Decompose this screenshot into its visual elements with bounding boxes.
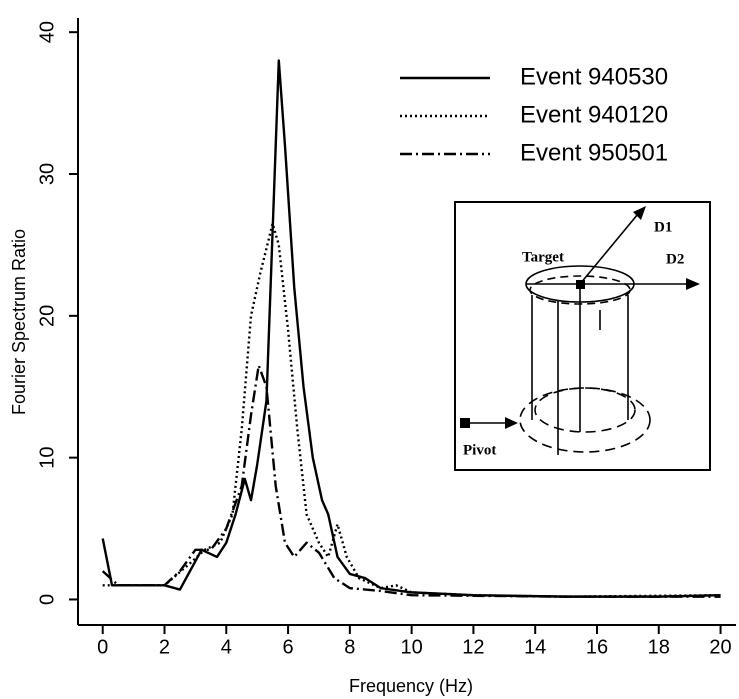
y-tick-label: 10 xyxy=(36,447,58,469)
y-tick-label: 0 xyxy=(36,594,58,605)
x-tick-label: 4 xyxy=(221,636,232,658)
y-tick-label: 30 xyxy=(36,163,58,185)
x-tick-label: 14 xyxy=(524,636,546,658)
x-tick-label: 18 xyxy=(648,636,670,658)
series-line xyxy=(101,364,721,598)
cylinder-base-inner xyxy=(534,387,636,433)
y-axis-label: Fourier Spectrum Ratio xyxy=(9,229,29,415)
x-tick-label: 6 xyxy=(283,636,294,658)
pivot-marker xyxy=(460,418,470,428)
x-tick-label: 0 xyxy=(97,636,108,658)
legend-label: Event 950501 xyxy=(520,139,668,166)
annotation: Target xyxy=(522,249,564,265)
series-line xyxy=(102,222,721,598)
d2-arrowhead xyxy=(686,278,700,290)
y-tick-label: 40 xyxy=(36,21,58,43)
inset-frame xyxy=(454,201,711,471)
x-tick-label: 20 xyxy=(709,636,731,658)
x-tick-label: 12 xyxy=(462,636,484,658)
x-tick-label: 8 xyxy=(344,636,355,658)
annotation: D2 xyxy=(666,251,684,267)
annotation: Pivot xyxy=(463,442,496,458)
x-tick-label: 10 xyxy=(401,636,423,658)
cylinder-base xyxy=(519,387,651,453)
legend-label: Event 940120 xyxy=(520,101,668,128)
inset-diagram: Target D1 D2 Pivot xyxy=(454,201,711,471)
d1-arrow xyxy=(579,213,639,285)
pivot-arrowhead xyxy=(505,417,518,429)
annotation: D1 xyxy=(654,219,672,235)
d1-arrowhead xyxy=(633,206,646,220)
x-tick-label: 16 xyxy=(586,636,608,658)
x-tick-label: 2 xyxy=(159,636,170,658)
legend-label: Event 940530 xyxy=(520,63,668,90)
y-tick-label: 20 xyxy=(36,305,58,327)
x-axis-label: Frequency (Hz) xyxy=(349,676,473,696)
